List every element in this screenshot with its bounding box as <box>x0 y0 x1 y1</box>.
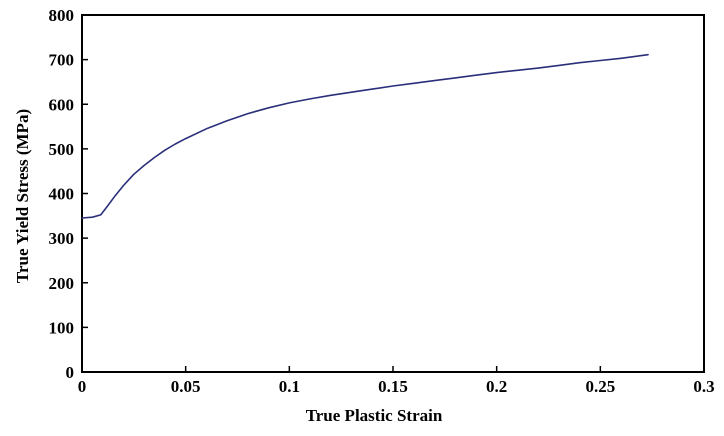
x-tick-label: 0.1 <box>279 377 300 396</box>
x-tick-label: 0.2 <box>486 377 507 396</box>
y-tick-label: 100 <box>49 318 75 337</box>
y-axis-title: True Yield Stress (MPa) <box>13 109 32 283</box>
plot-area <box>81 14 705 373</box>
x-axis-ticks <box>81 366 705 372</box>
y-tick-label: 600 <box>49 95 75 114</box>
x-tick-label: 0.15 <box>378 377 408 396</box>
y-tick-label: 800 <box>49 6 75 25</box>
x-tick-label: 0 <box>78 377 87 396</box>
series-line <box>81 53 649 219</box>
x-tick-label: 0.3 <box>693 377 714 396</box>
y-axis-tick-labels: 0 100 200 300 400 500 600 700 800 <box>49 6 75 382</box>
y-tick-label: 0 <box>66 363 75 382</box>
x-tick-label: 0.25 <box>585 377 615 396</box>
y-tick-label: 400 <box>49 185 75 204</box>
x-axis-title: True Plastic Strain <box>306 406 443 425</box>
x-axis-tick-labels: 0 0.05 0.1 0.15 0.2 0.25 0.3 <box>78 377 715 396</box>
y-tick-label: 500 <box>49 140 75 159</box>
y-tick-label: 200 <box>49 274 75 293</box>
y-axis-ticks <box>82 14 88 373</box>
x-tick-label: 0.05 <box>171 377 201 396</box>
y-tick-label: 700 <box>49 51 75 70</box>
y-tick-label: 300 <box>49 229 75 248</box>
series-group <box>81 53 649 219</box>
